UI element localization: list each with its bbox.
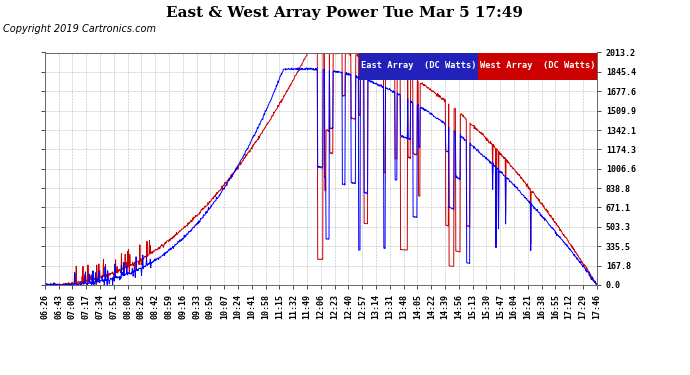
Text: East Array  (DC Watts): East Array (DC Watts) bbox=[361, 62, 477, 70]
Text: Copyright 2019 Cartronics.com: Copyright 2019 Cartronics.com bbox=[3, 24, 157, 34]
Text: East & West Array Power Tue Mar 5 17:49: East & West Array Power Tue Mar 5 17:49 bbox=[166, 6, 524, 20]
Text: West Array  (DC Watts): West Array (DC Watts) bbox=[480, 62, 595, 70]
